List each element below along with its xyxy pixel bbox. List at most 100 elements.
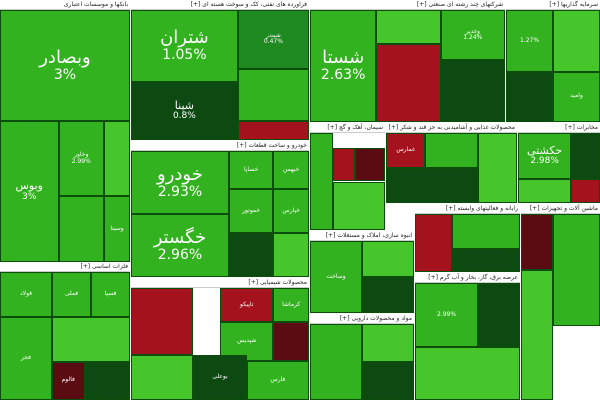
tile[interactable] <box>571 178 600 203</box>
tile[interactable]: خودرو 2.93% <box>131 151 229 214</box>
tile[interactable] <box>477 133 517 203</box>
sector-header[interactable]: ماشین آلات و تجهیزات [+] <box>521 204 600 214</box>
tile[interactable] <box>451 248 520 272</box>
tile-symbol: فارس <box>270 376 286 384</box>
tile[interactable]: فارس <box>246 360 309 400</box>
sector-4: محصولات شیمیایی [+] تاپیکو کرماشا شپدیس بوعل… <box>131 278 309 400</box>
tile[interactable] <box>553 10 600 72</box>
tile[interactable]: شبندر 0.47% <box>237 10 309 69</box>
tile[interactable]: وساخت <box>310 241 362 313</box>
tile[interactable] <box>552 214 600 326</box>
tile[interactable] <box>362 277 414 313</box>
tile-symbol: فملی <box>64 290 79 298</box>
sector-header[interactable]: سرمایه گذاریها [+] <box>506 0 600 10</box>
tile[interactable]: وخاور 2.99% <box>58 120 104 197</box>
sector-8: محصولات غذایی و آشامیدنی به جز قند و شکر… <box>386 123 517 203</box>
tile[interactable] <box>84 361 130 400</box>
tile[interactable] <box>362 324 414 362</box>
tile[interactable]: خگستر 2.96% <box>131 214 229 277</box>
tile[interactable] <box>104 120 130 197</box>
tile[interactable] <box>376 43 441 122</box>
tile[interactable] <box>571 133 600 179</box>
tile[interactable]: فملی <box>52 272 91 317</box>
tile[interactable]: تاپیکو <box>220 288 274 322</box>
tile[interactable]: وغدیر 1.24% <box>440 10 505 61</box>
tile[interactable] <box>386 168 478 203</box>
tile[interactable] <box>362 362 414 400</box>
sector-header[interactable]: فلزات اساسی [+] <box>0 262 130 272</box>
tile[interactable]: شپدیس <box>220 321 274 361</box>
tile[interactable]: بوعلی <box>193 355 247 400</box>
tile[interactable]: وسینا <box>104 196 130 262</box>
tile[interactable]: خساپا <box>228 151 274 189</box>
tile[interactable] <box>237 120 309 140</box>
tile[interactable] <box>273 232 309 277</box>
tile[interactable]: شپنا 0.8% <box>131 81 238 140</box>
sector-header[interactable]: عرضه برق، گاز، بخار و آب گرم [+] <box>415 273 520 283</box>
sector-header[interactable]: انبوه سازی، املاک و مستغلات [+] <box>310 231 414 241</box>
tile[interactable] <box>451 214 520 249</box>
sector-header[interactable]: مواد و محصولات دارویی [+] <box>310 314 414 324</box>
tile[interactable] <box>237 68 309 121</box>
sector-header[interactable]: محصولات شیمیایی [+] <box>131 278 309 288</box>
tile-change: 3% <box>53 66 77 83</box>
sector-header[interactable]: شرکتهای چند رشته ای صنعتی [+] <box>310 0 505 10</box>
tile-change: 3% <box>22 191 37 202</box>
tile[interactable] <box>355 147 385 182</box>
tile[interactable]: غمارس <box>386 133 426 168</box>
tile[interactable]: کرماشا <box>273 288 309 322</box>
tile[interactable] <box>440 60 505 122</box>
tile[interactable] <box>131 288 194 356</box>
tile[interactable]: فولاد <box>0 272 52 317</box>
tile-change: 2.63% <box>320 67 366 84</box>
sector-header[interactable]: فراورده های نفتی، کک و سوخت هسته ای [+] <box>131 0 309 10</box>
tile-symbol: وبصادر <box>39 46 91 68</box>
tile[interactable] <box>58 196 104 262</box>
tile[interactable] <box>478 283 520 348</box>
tile-symbol: وغدیر <box>465 27 480 35</box>
tile[interactable] <box>415 347 520 400</box>
tile[interactable]: 2.99% <box>415 283 478 348</box>
sector-header[interactable]: مخابرات [+] <box>518 123 600 133</box>
tile[interactable] <box>332 181 385 230</box>
tile[interactable]: وبوس 3% <box>0 120 59 262</box>
tile[interactable]: شتران 1.05% <box>131 10 238 82</box>
tile[interactable] <box>415 214 452 272</box>
tile[interactable]: فالوم <box>52 361 85 400</box>
tile[interactable]: حکشتی 2.98% <box>518 133 572 179</box>
tile[interactable] <box>425 133 478 168</box>
tile-symbol: شپنا <box>174 98 194 112</box>
tile[interactable]: 1.27% <box>506 10 553 72</box>
tile[interactable]: شستا 2.63% <box>310 10 377 122</box>
tile[interactable] <box>362 241 414 277</box>
tile[interactable] <box>376 10 441 44</box>
sector-header[interactable]: سیمان، آهک و گچ [+] <box>310 123 385 133</box>
tile[interactable]: فسپا <box>91 272 130 317</box>
tile-change: 1.05% <box>162 46 207 63</box>
tile[interactable] <box>273 321 309 361</box>
tile[interactable] <box>332 147 355 182</box>
tile[interactable]: خبهمن <box>273 151 309 189</box>
tile[interactable] <box>521 214 553 270</box>
tile[interactable]: وبصادر 3% <box>0 10 130 121</box>
tile[interactable]: فجر <box>0 316 52 400</box>
sector-header[interactable]: محصولات غذایی و آشامیدنی به جز قند و شکر… <box>386 123 517 133</box>
tile-symbol: خپارس <box>282 206 300 214</box>
tile-symbol: فجر <box>20 354 32 362</box>
sector-header[interactable]: خودرو و ساخت قطعات [+] <box>131 141 309 151</box>
tile[interactable]: خپارس <box>273 188 309 233</box>
tile[interactable] <box>310 133 333 230</box>
tile[interactable]: خموتور <box>228 188 274 233</box>
tile[interactable] <box>131 355 194 400</box>
sector-header[interactable]: رایانه و فعالیتهای وابسته [+] <box>415 204 520 214</box>
tile[interactable] <box>506 71 553 122</box>
tile[interactable] <box>518 178 572 203</box>
tile[interactable]: وامید <box>553 71 600 122</box>
tile[interactable] <box>310 324 362 400</box>
tile-change: 2.93% <box>157 183 203 200</box>
sector-header[interactable]: بانکها و موسسات اعتباری <box>0 0 130 10</box>
tile[interactable] <box>521 269 553 400</box>
tile[interactable] <box>52 316 130 362</box>
tile[interactable] <box>228 232 274 277</box>
tile-symbol: بوعلی <box>212 373 228 381</box>
